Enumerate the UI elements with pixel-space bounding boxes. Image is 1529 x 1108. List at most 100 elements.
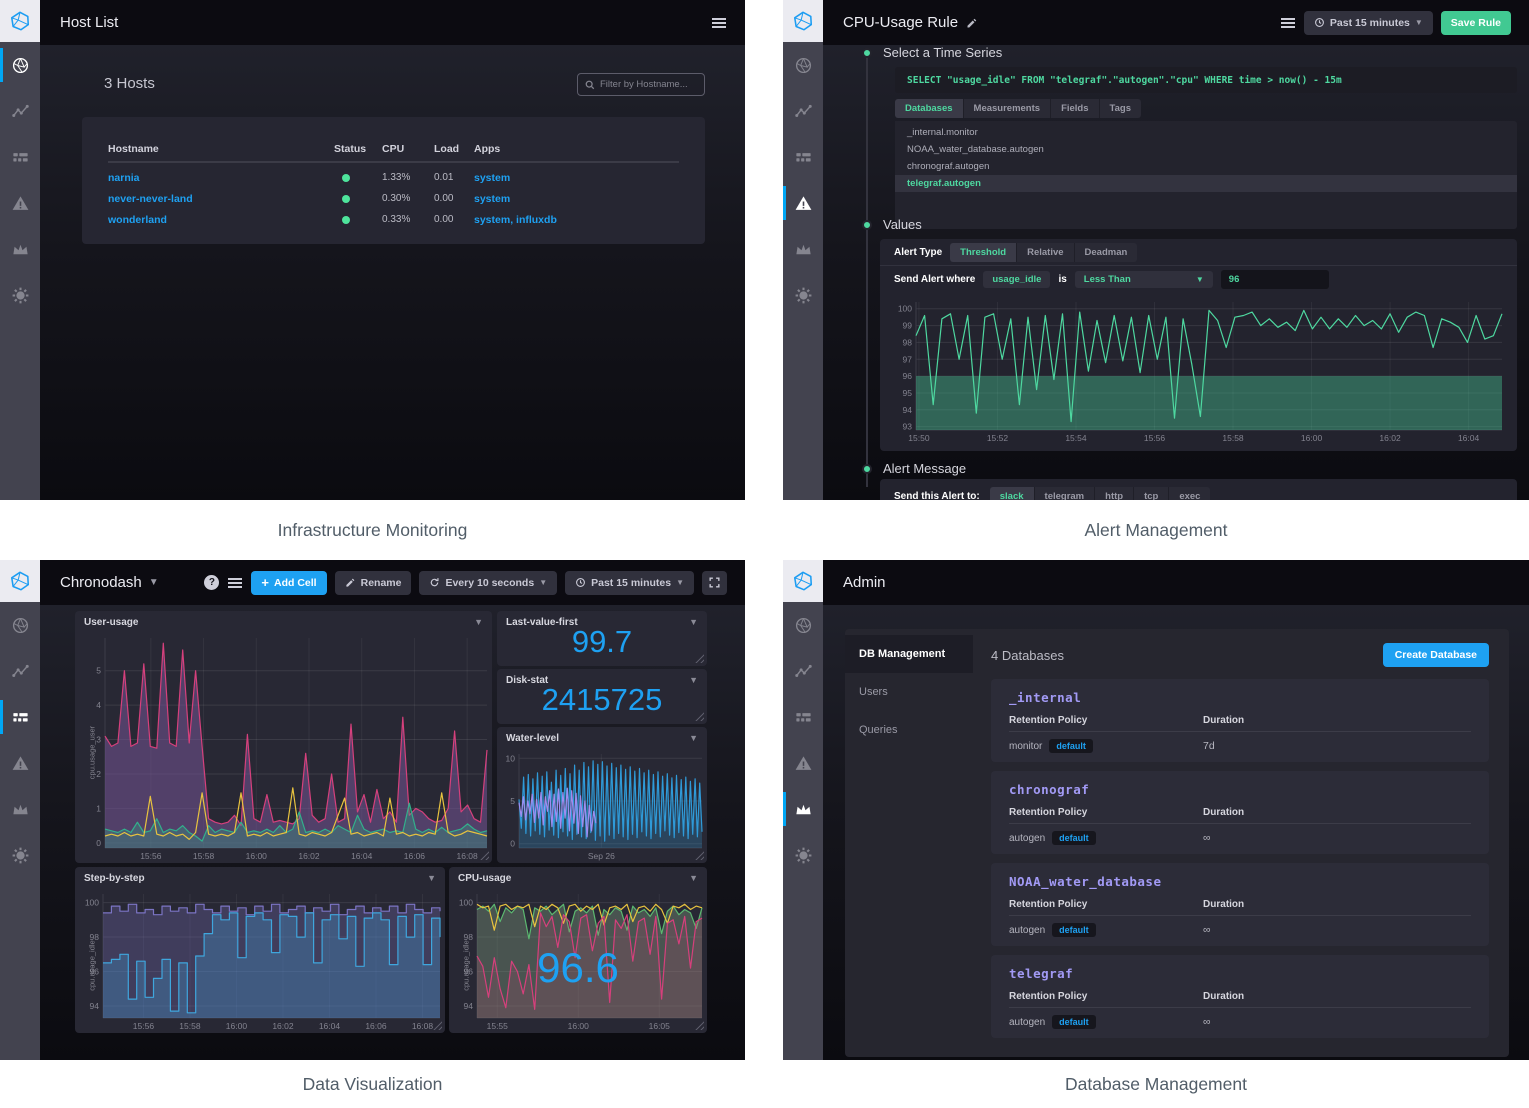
field-chip[interactable]: usage_idle xyxy=(983,271,1051,288)
autorefresh-dropdown[interactable]: Every 10 seconds ▼ xyxy=(419,570,558,595)
cell-menu-icon[interactable]: ▼ xyxy=(689,873,698,883)
sidebar-item-admin[interactable] xyxy=(783,786,823,832)
cell-water-level[interactable]: Water-level ▼ 0 5 10 Sep 26 xyxy=(497,727,707,863)
resize-handle[interactable] xyxy=(693,652,704,663)
cell-user-usage[interactable]: User-usage ▼ cpu.usage_user 0 1 2 3 4 5 15:56 15… xyxy=(75,611,492,863)
cpu-usage-chart[interactable]: 94 96 98 100 15:55 16:00 16:05 xyxy=(449,889,707,1033)
chronograf-logo[interactable] xyxy=(0,560,40,602)
menu-icon[interactable] xyxy=(1280,17,1296,29)
sidebar-item-admin[interactable] xyxy=(0,786,40,832)
cell-step-by-step[interactable]: Step-by-step ▼ cpu.usage_idle 94 96 98 100 15… xyxy=(75,867,445,1033)
help-icon[interactable]: ? xyxy=(204,575,220,590)
alert-type-threshold[interactable]: Threshold xyxy=(950,242,1018,262)
dashboard-title-dropdown[interactable]: Chronodash xyxy=(60,574,142,591)
resize-handle[interactable] xyxy=(478,849,489,860)
admin-tab-db-management[interactable]: DB Management xyxy=(845,635,973,673)
sidebar-item-alerts[interactable] xyxy=(0,180,40,226)
query-bar[interactable]: SELECT "usage_idle" FROM "telegraf"."aut… xyxy=(895,67,1517,93)
database-item[interactable]: telegraf.autogen xyxy=(895,175,1517,192)
apps-link[interactable]: system xyxy=(474,171,511,184)
cell-menu-icon[interactable]: ▼ xyxy=(689,617,698,627)
admin-tab-users[interactable]: Users xyxy=(859,686,888,698)
load-value: 0.00 xyxy=(434,214,454,225)
water-level-chart[interactable]: 0 5 10 Sep 26 xyxy=(497,749,707,863)
resize-handle[interactable] xyxy=(693,849,704,860)
sidebar-item-hosts[interactable] xyxy=(783,42,823,88)
resize-handle[interactable] xyxy=(431,1019,442,1030)
sidebar-item-configuration[interactable] xyxy=(0,832,40,878)
sidebar-item-admin[interactable] xyxy=(0,226,40,272)
rename-button[interactable]: Rename xyxy=(334,570,412,595)
handler-http[interactable]: http xyxy=(1095,486,1135,500)
resize-handle[interactable] xyxy=(693,1019,704,1030)
resize-handle[interactable] xyxy=(693,710,704,721)
chronograf-logo[interactable] xyxy=(0,0,40,42)
alert-type-relative[interactable]: Relative xyxy=(1017,242,1075,262)
database-item[interactable]: NOAA_water_database.autogen xyxy=(907,144,1044,155)
tab-measurements[interactable]: Measurements xyxy=(963,99,1052,118)
handler-slack[interactable]: slack xyxy=(989,486,1035,500)
menu-icon[interactable] xyxy=(711,17,727,29)
sidebar-item-alerts[interactable] xyxy=(783,740,823,786)
sidebar-item-dashboards[interactable] xyxy=(0,134,40,180)
apps-link[interactable]: system xyxy=(474,192,511,205)
step-by-step-chart[interactable]: 94 96 98 100 15:56 15:58 16:00 16:02 16:04 16:06 1… xyxy=(75,889,445,1033)
sidebar-item-hosts[interactable] xyxy=(0,42,40,88)
host-link[interactable]: narnia xyxy=(108,171,140,184)
sidebar-item-dashboards[interactable] xyxy=(0,694,40,740)
sidebar-item-data-explorer[interactable] xyxy=(0,648,40,694)
handler-tcp[interactable]: tcp xyxy=(1134,486,1170,500)
host-link[interactable]: never-never-land xyxy=(108,192,193,205)
handler-telegram[interactable]: telegram xyxy=(1034,486,1096,500)
alert-threshold-chart[interactable]: 93 94 95 96 97 98 99 100 15:50 15:52 15:54 15:56 15:… xyxy=(890,297,1507,445)
time-range-dropdown[interactable]: Past 15 minutes ▼ xyxy=(565,570,694,595)
cell-disk-stat[interactable]: Disk-stat ▼ 2415725 xyxy=(497,669,707,724)
admin-tab-queries[interactable]: Queries xyxy=(859,724,898,736)
edit-pencil-icon[interactable] xyxy=(966,17,978,29)
tab-tags[interactable]: Tags xyxy=(1099,99,1141,118)
sidebar-item-dashboards[interactable] xyxy=(783,134,823,180)
cell-cpu-usage[interactable]: CPU-usage ▼ cpu.usage_idle 94 96 98 100 15:55… xyxy=(449,867,707,1033)
database-item[interactable]: chronograf.autogen xyxy=(907,161,990,172)
sidebar-item-alerts[interactable] xyxy=(0,740,40,786)
database-name[interactable]: _internal xyxy=(1009,690,1082,705)
sidebar-item-data-explorer[interactable] xyxy=(783,648,823,694)
operator-dropdown[interactable]: Less Than ▼ xyxy=(1074,271,1213,288)
chronograf-logo[interactable] xyxy=(783,560,823,602)
user-usage-chart[interactable]: 0 1 2 3 4 5 15:56 15:58 16:00 16:02 16:04 16:06 16:0… xyxy=(75,633,492,863)
threshold-value-input[interactable] xyxy=(1220,270,1329,289)
alert-type-deadman[interactable]: Deadman xyxy=(1074,242,1138,262)
sidebar-item-alerts[interactable] xyxy=(783,180,823,226)
time-range-dropdown[interactable]: Past 15 minutes ▼ xyxy=(1303,10,1433,35)
database-name[interactable]: NOAA_water_database xyxy=(1009,874,1162,889)
database-name[interactable]: telegraf xyxy=(1009,966,1074,981)
sidebar-item-configuration[interactable] xyxy=(783,832,823,878)
cell-menu-icon[interactable]: ▼ xyxy=(689,675,698,685)
database-item[interactable]: _internal.monitor xyxy=(907,127,978,138)
cell-menu-icon[interactable]: ▼ xyxy=(689,733,698,743)
sidebar-item-dashboards[interactable] xyxy=(783,694,823,740)
sidebar-item-hosts[interactable] xyxy=(783,602,823,648)
create-database-button[interactable]: Create Database xyxy=(1382,643,1489,667)
cell-last-value[interactable]: Last-value-first ▼ 99.7 xyxy=(497,611,707,666)
database-name[interactable]: chronograf xyxy=(1009,782,1090,797)
add-cell-button[interactable]: + Add Cell xyxy=(251,570,327,595)
menu-icon[interactable] xyxy=(227,577,243,589)
sidebar-item-hosts[interactable] xyxy=(0,602,40,648)
cell-menu-icon[interactable]: ▼ xyxy=(427,873,436,883)
fullscreen-button[interactable] xyxy=(702,570,727,595)
chronograf-logo[interactable] xyxy=(783,0,823,42)
search-input[interactable]: Filter by Hostname... xyxy=(577,73,705,96)
sidebar-item-data-explorer[interactable] xyxy=(783,88,823,134)
tab-databases[interactable]: Databases xyxy=(895,99,964,118)
handler-exec[interactable]: exec xyxy=(1169,486,1211,500)
sidebar-item-configuration[interactable] xyxy=(0,272,40,318)
apps-link[interactable]: system, influxdb xyxy=(474,213,557,226)
sidebar-item-configuration[interactable] xyxy=(783,272,823,318)
cell-menu-icon[interactable]: ▼ xyxy=(474,617,483,627)
tab-fields[interactable]: Fields xyxy=(1051,99,1100,118)
save-rule-button[interactable]: Save Rule xyxy=(1440,10,1511,35)
sidebar-item-admin[interactable] xyxy=(783,226,823,272)
host-link[interactable]: wonderland xyxy=(108,213,167,226)
sidebar-item-data-explorer[interactable] xyxy=(0,88,40,134)
